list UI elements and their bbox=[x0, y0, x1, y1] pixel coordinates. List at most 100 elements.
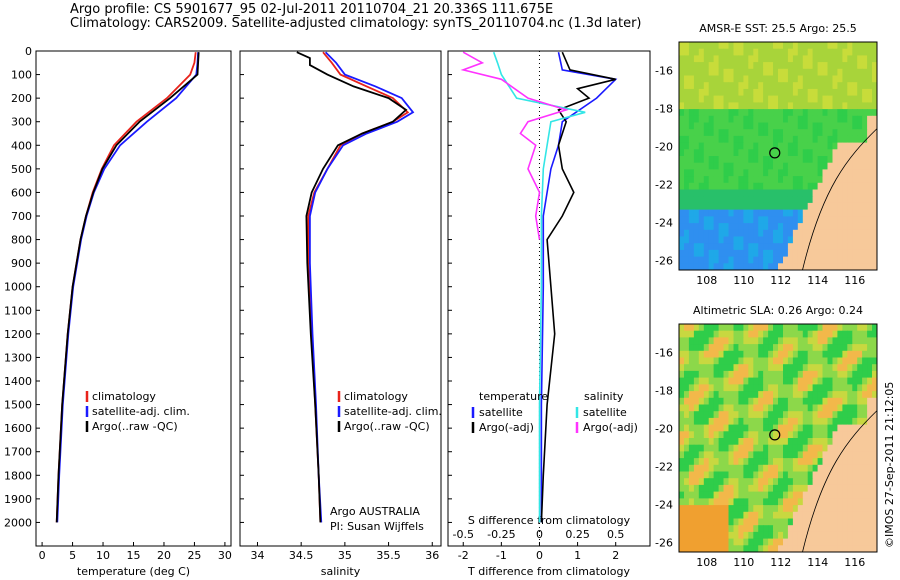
map-cell bbox=[733, 55, 739, 63]
map-cell bbox=[753, 236, 759, 244]
map-cell bbox=[753, 377, 759, 385]
map-cell bbox=[703, 229, 710, 237]
map-cell bbox=[812, 330, 818, 338]
map-cell bbox=[797, 169, 804, 177]
map-cell bbox=[807, 75, 814, 83]
map-cell bbox=[733, 491, 739, 499]
map-cell bbox=[812, 491, 818, 499]
map-cell bbox=[773, 344, 779, 352]
map-cell bbox=[867, 464, 873, 472]
map-cell bbox=[743, 135, 749, 143]
map-cell bbox=[763, 350, 769, 358]
map-cell bbox=[698, 95, 705, 103]
map-cell bbox=[867, 545, 873, 553]
map-cell bbox=[763, 182, 769, 190]
map-cell bbox=[807, 169, 814, 177]
map-cell bbox=[832, 88, 838, 96]
map-cell bbox=[857, 364, 863, 372]
map-cell bbox=[738, 417, 744, 425]
map-cell bbox=[822, 350, 828, 358]
map-cell bbox=[867, 156, 873, 164]
map-cell bbox=[713, 129, 719, 137]
map-cell bbox=[703, 518, 710, 526]
map-cell bbox=[743, 82, 749, 90]
map-cell bbox=[842, 545, 848, 553]
map-cell bbox=[778, 115, 784, 123]
map-cell bbox=[807, 484, 814, 492]
map-cell bbox=[758, 115, 764, 123]
map-cell bbox=[698, 162, 705, 170]
map-cell bbox=[753, 68, 759, 76]
map-cell bbox=[738, 531, 744, 539]
map-cell bbox=[817, 115, 823, 123]
map-cell bbox=[787, 491, 794, 499]
map-cell bbox=[872, 48, 878, 56]
map-cell bbox=[718, 109, 724, 117]
map-cell bbox=[723, 391, 729, 399]
map-cell bbox=[748, 357, 754, 365]
map-cell bbox=[867, 471, 873, 479]
map-cell bbox=[688, 464, 695, 472]
map-cell bbox=[773, 115, 779, 123]
map-cell bbox=[812, 397, 818, 405]
map-cell bbox=[773, 82, 779, 90]
map-cell bbox=[837, 75, 843, 83]
map-cell bbox=[872, 337, 878, 345]
map-cell bbox=[867, 364, 873, 372]
map-cell bbox=[758, 156, 764, 164]
map-cell bbox=[867, 48, 873, 56]
map-cell bbox=[768, 88, 774, 96]
map-cell bbox=[847, 518, 853, 526]
map-cell bbox=[787, 169, 794, 177]
map-cell bbox=[713, 263, 719, 271]
map-cell bbox=[822, 196, 828, 204]
map-cell bbox=[812, 444, 818, 452]
map-cell bbox=[718, 438, 724, 446]
map-cell bbox=[852, 243, 858, 251]
map-cell bbox=[857, 505, 863, 513]
x-tick-label-t: 1 bbox=[574, 549, 581, 562]
map-cell bbox=[693, 95, 700, 103]
map-cell bbox=[679, 344, 685, 352]
map-cell bbox=[867, 337, 873, 345]
map-cell bbox=[693, 350, 700, 358]
map-cell bbox=[713, 202, 719, 210]
map-cell bbox=[703, 538, 710, 546]
map-cell bbox=[698, 102, 705, 110]
map-cell bbox=[684, 364, 690, 372]
map-cell bbox=[842, 424, 848, 432]
map-cell bbox=[797, 88, 804, 96]
map-cell bbox=[807, 337, 814, 345]
map-cell bbox=[787, 431, 794, 439]
map-cell bbox=[872, 129, 878, 137]
map-cell bbox=[733, 95, 739, 103]
map-cell bbox=[797, 364, 804, 372]
map-cell bbox=[718, 531, 724, 539]
map-cell bbox=[857, 397, 863, 405]
map-cell bbox=[832, 95, 838, 103]
map-cell bbox=[802, 511, 809, 519]
map-cell bbox=[787, 156, 794, 164]
map-cell bbox=[812, 350, 818, 358]
map-cell bbox=[723, 263, 729, 271]
map-cell bbox=[723, 142, 729, 150]
map-cell bbox=[703, 330, 710, 338]
map-cell bbox=[693, 75, 700, 83]
map-cell bbox=[872, 229, 878, 237]
map-cell bbox=[862, 95, 868, 103]
map-cell bbox=[723, 129, 729, 137]
map-cell bbox=[688, 404, 695, 412]
map-cell bbox=[817, 68, 823, 76]
map-cell bbox=[723, 438, 729, 446]
map-cell bbox=[768, 505, 774, 513]
map-cell bbox=[807, 411, 814, 419]
map-cell bbox=[698, 68, 705, 76]
map-cell bbox=[827, 417, 833, 425]
map-cell bbox=[852, 62, 858, 70]
map-cell bbox=[832, 330, 838, 338]
map-cell bbox=[693, 404, 700, 412]
map-cell bbox=[703, 411, 710, 419]
map-cell bbox=[787, 531, 794, 539]
map-cell bbox=[787, 364, 794, 372]
map-cell bbox=[718, 417, 724, 425]
